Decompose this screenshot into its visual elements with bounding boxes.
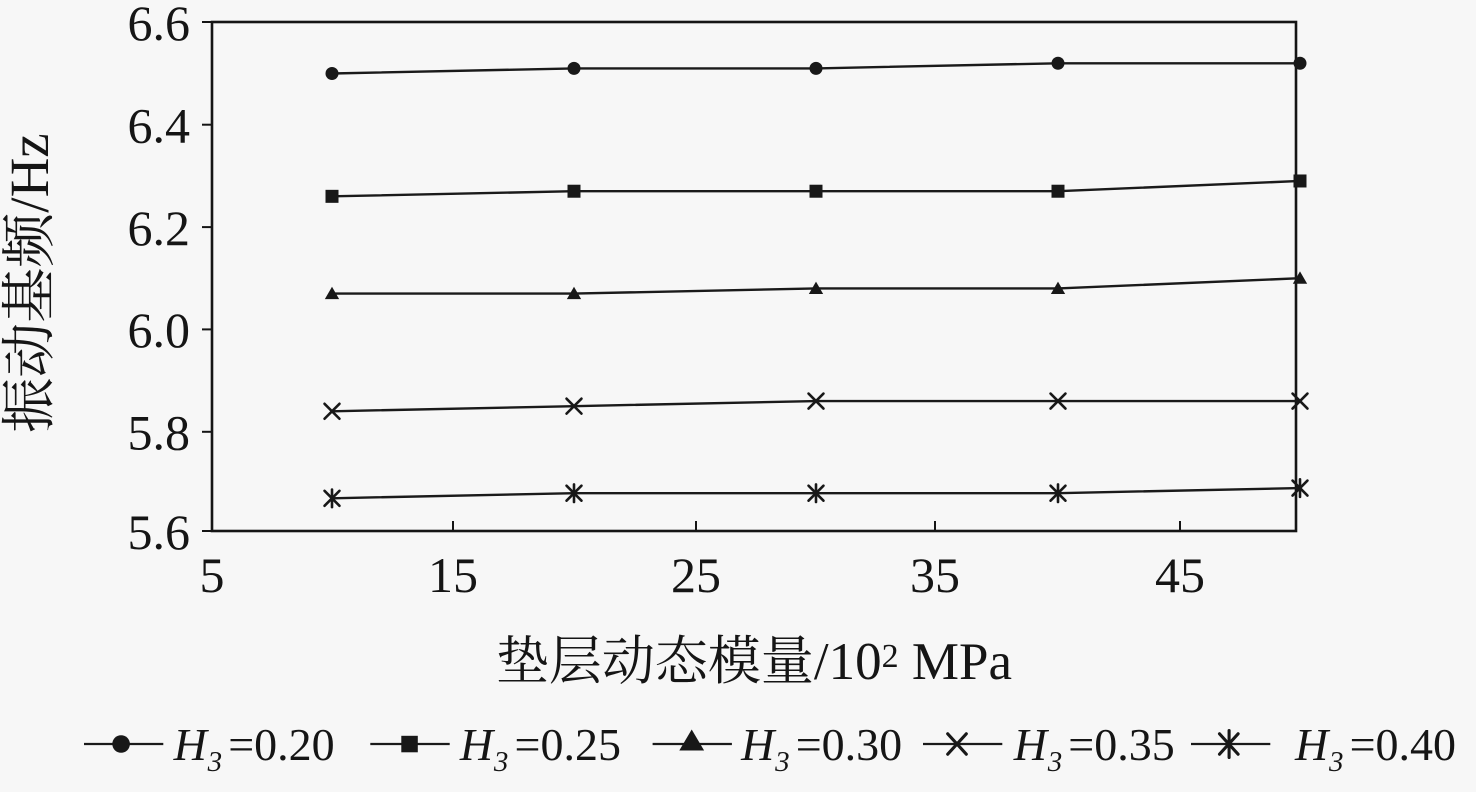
svg-text:=0.40: =0.40 xyxy=(1350,719,1456,770)
svg-text:35: 35 xyxy=(910,547,960,603)
svg-text:H: H xyxy=(173,719,210,770)
svg-text:3: 3 xyxy=(207,746,223,778)
svg-text:5.8: 5.8 xyxy=(128,405,191,461)
svg-text:振动基频/Hz: 振动基频/Hz xyxy=(0,133,60,432)
svg-text:=0.35: =0.35 xyxy=(1068,719,1174,770)
svg-text:3: 3 xyxy=(1047,746,1063,778)
svg-text:=0.25: =0.25 xyxy=(515,719,621,770)
svg-text:15: 15 xyxy=(428,547,478,603)
svg-text:=0.30: =0.30 xyxy=(796,719,902,770)
svg-text:3: 3 xyxy=(1328,746,1344,778)
svg-text:H: H xyxy=(1294,719,1331,770)
svg-text:垫层动态模量/102 MPa: 垫层动态模量/102 MPa xyxy=(496,633,1012,691)
svg-text:6.2: 6.2 xyxy=(128,200,191,256)
svg-text:H: H xyxy=(1013,719,1050,770)
svg-text:6.4: 6.4 xyxy=(128,98,191,154)
svg-text:25: 25 xyxy=(671,547,721,603)
svg-text:3: 3 xyxy=(774,746,790,778)
svg-text:H: H xyxy=(740,719,777,770)
svg-text:45: 45 xyxy=(1155,547,1205,603)
svg-text:5: 5 xyxy=(200,547,225,603)
svg-text:3: 3 xyxy=(493,746,509,778)
svg-text:6.6: 6.6 xyxy=(128,0,191,51)
svg-text:5.6: 5.6 xyxy=(128,504,191,560)
svg-text:6.0: 6.0 xyxy=(128,302,191,358)
svg-text:=0.20: =0.20 xyxy=(228,719,334,770)
svg-text:H: H xyxy=(459,719,496,770)
